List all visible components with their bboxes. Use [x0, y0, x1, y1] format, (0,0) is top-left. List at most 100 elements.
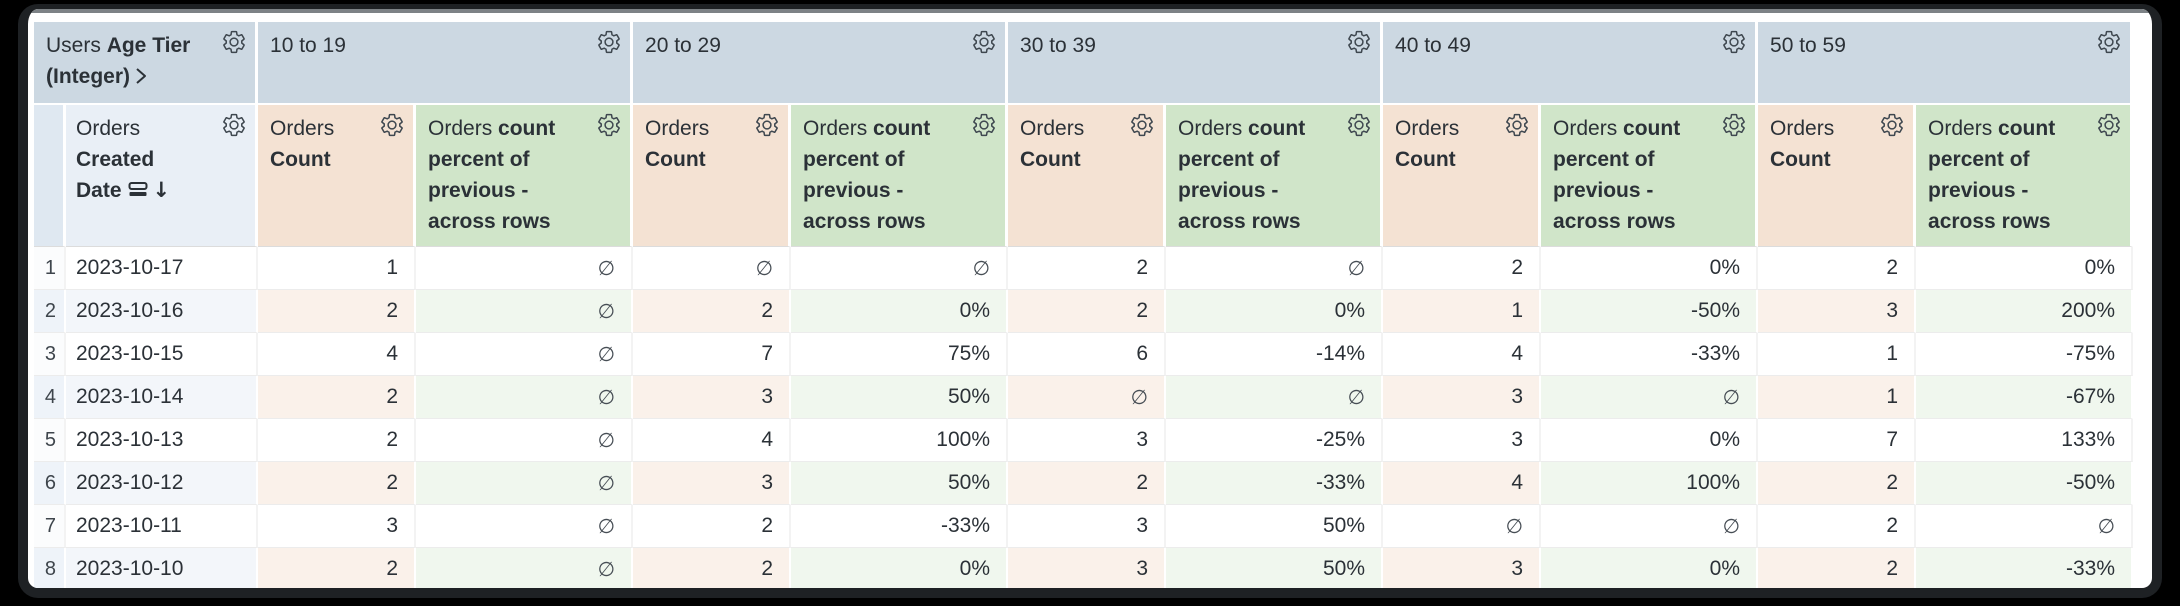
- gear-icon[interactable]: [1721, 29, 1747, 55]
- measure-header-count[interactable]: Orders Count: [1758, 105, 1917, 247]
- measure-cell[interactable]: -33%: [1166, 462, 1384, 505]
- measure-cell[interactable]: 0%: [1541, 548, 1759, 588]
- date-cell[interactable]: 2023-10-12: [66, 462, 259, 505]
- measure-cell[interactable]: -67%: [1916, 376, 2134, 419]
- measure-cell[interactable]: 2: [1383, 247, 1542, 290]
- row-dimension-header[interactable]: Orders Created Date ↓: [66, 105, 259, 247]
- measure-cell[interactable]: 3: [258, 505, 417, 548]
- measure-cell[interactable]: ∅: [1008, 376, 1167, 419]
- measure-header-percent-of-previous[interactable]: Orders count percent of previous - acros…: [1916, 105, 2134, 247]
- measure-cell[interactable]: 100%: [791, 419, 1009, 462]
- date-cell[interactable]: 2023-10-13: [66, 419, 259, 462]
- measure-cell[interactable]: 2: [1758, 548, 1917, 588]
- measure-cell[interactable]: ∅: [1541, 376, 1759, 419]
- measure-cell[interactable]: 3: [1383, 548, 1542, 588]
- date-cell[interactable]: 2023-10-16: [66, 290, 259, 333]
- measure-cell[interactable]: 50%: [1166, 505, 1384, 548]
- measure-cell[interactable]: 2: [1758, 247, 1917, 290]
- pivot-dimension-header[interactable]: Users Age Tier (Integer): [34, 22, 259, 105]
- measure-cell[interactable]: ∅: [416, 505, 634, 548]
- measure-header-count[interactable]: Orders Count: [633, 105, 792, 247]
- measure-cell[interactable]: 0%: [791, 290, 1009, 333]
- measure-cell[interactable]: 4: [258, 333, 417, 376]
- gear-icon[interactable]: [596, 29, 622, 55]
- measure-cell[interactable]: ∅: [416, 462, 634, 505]
- measure-cell[interactable]: -33%: [1916, 548, 2134, 588]
- measure-cell[interactable]: ∅: [416, 333, 634, 376]
- gear-icon[interactable]: [971, 29, 997, 55]
- measure-cell[interactable]: 200%: [1916, 290, 2134, 333]
- gear-icon[interactable]: [1879, 112, 1905, 138]
- date-cell[interactable]: 2023-10-17: [66, 247, 259, 290]
- measure-cell[interactable]: 0%: [1916, 247, 2134, 290]
- date-cell[interactable]: 2023-10-10: [66, 548, 259, 588]
- measure-cell[interactable]: 3: [633, 462, 792, 505]
- measure-cell[interactable]: 100%: [1541, 462, 1759, 505]
- measure-cell[interactable]: 2: [1008, 247, 1167, 290]
- date-cell[interactable]: 2023-10-11: [66, 505, 259, 548]
- measure-cell[interactable]: 1: [1758, 333, 1917, 376]
- measure-cell[interactable]: 50%: [1166, 548, 1384, 588]
- measure-cell[interactable]: 0%: [1541, 419, 1759, 462]
- measure-cell[interactable]: 3: [1008, 505, 1167, 548]
- measure-header-count[interactable]: Orders Count: [1008, 105, 1167, 247]
- measure-cell[interactable]: 0%: [791, 548, 1009, 588]
- measure-cell[interactable]: ∅: [416, 548, 634, 588]
- measure-header-percent-of-previous[interactable]: Orders count percent of previous - acros…: [791, 105, 1009, 247]
- measure-cell[interactable]: 75%: [791, 333, 1009, 376]
- gear-icon[interactable]: [2096, 112, 2122, 138]
- measure-cell[interactable]: 7: [1758, 419, 1917, 462]
- measure-cell[interactable]: ∅: [416, 247, 634, 290]
- date-cell[interactable]: 2023-10-15: [66, 333, 259, 376]
- measure-cell[interactable]: 1: [258, 247, 417, 290]
- measure-cell[interactable]: ∅: [633, 247, 792, 290]
- measure-cell[interactable]: 7: [633, 333, 792, 376]
- measure-cell[interactable]: 50%: [791, 462, 1009, 505]
- gear-icon[interactable]: [754, 112, 780, 138]
- measure-header-count[interactable]: Orders Count: [1383, 105, 1542, 247]
- measure-cell[interactable]: -14%: [1166, 333, 1384, 376]
- measure-cell[interactable]: 0%: [1166, 290, 1384, 333]
- measure-cell[interactable]: 2: [633, 505, 792, 548]
- measure-cell[interactable]: ∅: [1541, 505, 1759, 548]
- measure-cell[interactable]: -33%: [791, 505, 1009, 548]
- measure-cell[interactable]: -75%: [1916, 333, 2134, 376]
- gear-icon[interactable]: [2096, 29, 2122, 55]
- measure-cell[interactable]: ∅: [1166, 247, 1384, 290]
- chevron-right-icon[interactable]: [132, 64, 150, 95]
- pivot-value-header[interactable]: 30 to 39: [1008, 22, 1384, 105]
- measure-cell[interactable]: -25%: [1166, 419, 1384, 462]
- gear-icon[interactable]: [379, 112, 405, 138]
- measure-cell[interactable]: -50%: [1541, 290, 1759, 333]
- measure-cell[interactable]: 3: [1383, 376, 1542, 419]
- measure-cell[interactable]: 4: [1383, 333, 1542, 376]
- measure-cell[interactable]: 2: [1008, 462, 1167, 505]
- measure-header-percent-of-previous[interactable]: Orders count percent of previous - acros…: [416, 105, 634, 247]
- measure-cell[interactable]: 3: [633, 376, 792, 419]
- measure-cell[interactable]: 1: [1758, 376, 1917, 419]
- measure-cell[interactable]: 2: [258, 376, 417, 419]
- measure-cell[interactable]: 133%: [1916, 419, 2134, 462]
- measure-cell[interactable]: 2: [1008, 290, 1167, 333]
- gear-icon[interactable]: [221, 112, 247, 138]
- measure-cell[interactable]: 6: [1008, 333, 1167, 376]
- gear-icon[interactable]: [1504, 112, 1530, 138]
- measure-cell[interactable]: ∅: [416, 419, 634, 462]
- measure-header-percent-of-previous[interactable]: Orders count percent of previous - acros…: [1541, 105, 1759, 247]
- measure-cell[interactable]: 3: [1008, 548, 1167, 588]
- measure-cell[interactable]: ∅: [791, 247, 1009, 290]
- measure-cell[interactable]: 2: [258, 290, 417, 333]
- measure-cell[interactable]: 50%: [791, 376, 1009, 419]
- measure-cell[interactable]: 2: [633, 290, 792, 333]
- measure-cell[interactable]: 0%: [1541, 247, 1759, 290]
- measure-cell[interactable]: 3: [1758, 290, 1917, 333]
- measure-cell[interactable]: 3: [1008, 419, 1167, 462]
- pivot-value-header[interactable]: 40 to 49: [1383, 22, 1759, 105]
- pivot-value-header[interactable]: 20 to 29: [633, 22, 1009, 105]
- gear-icon[interactable]: [971, 112, 997, 138]
- measure-cell[interactable]: 2: [633, 548, 792, 588]
- measure-cell[interactable]: 4: [633, 419, 792, 462]
- pivot-value-header[interactable]: 50 to 59: [1758, 22, 2134, 105]
- measure-cell[interactable]: 4: [1383, 462, 1542, 505]
- measure-cell[interactable]: -33%: [1541, 333, 1759, 376]
